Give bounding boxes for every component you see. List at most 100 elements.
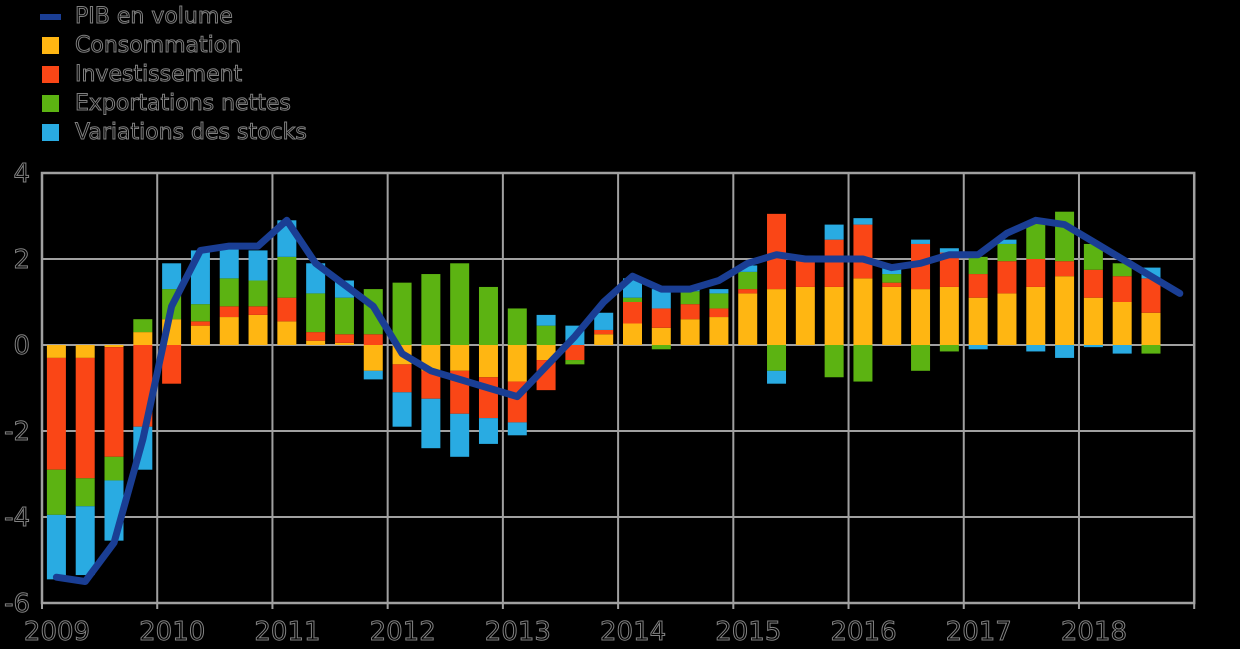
bar-segment-investissement	[853, 224, 873, 279]
bar-segment-variations-stocks	[709, 289, 729, 294]
bar-segment-variations-stocks	[1083, 345, 1103, 348]
bar-segment-investissement	[939, 252, 959, 287]
bar-segment-consommation	[1083, 297, 1103, 345]
bar-segment-consommation	[882, 286, 902, 345]
bar-segment-consommation	[306, 340, 326, 345]
bar-segment-exportations-nettes	[1055, 211, 1075, 262]
bar-segment-variations-stocks	[219, 246, 239, 279]
y-axis-label: 0	[13, 331, 30, 361]
bar-segment-consommation	[709, 317, 729, 345]
bar-segment-exportations-nettes	[450, 263, 470, 345]
bar-segment-investissement	[882, 282, 902, 287]
bar-segment-variations-stocks	[767, 370, 787, 384]
bar-segment-consommation	[738, 293, 758, 345]
bar-segment-investissement	[277, 297, 297, 322]
bar-segment-investissement	[997, 261, 1017, 294]
bar-segment-investissement	[1083, 269, 1103, 298]
x-axis-label: 2010	[139, 617, 205, 647]
bar-segment-exportations-nettes	[46, 469, 66, 515]
bar-segment-investissement	[968, 274, 988, 298]
bar-segment-consommation	[248, 314, 268, 345]
bar-segment-exportations-nettes	[1083, 243, 1103, 270]
bar-segment-consommation	[824, 286, 844, 345]
bar-segment-variations-stocks	[824, 224, 844, 240]
bar-segment-investissement	[392, 364, 412, 393]
bar-segment-consommation	[623, 323, 643, 345]
bar-segment-variations-stocks	[651, 289, 671, 309]
legend-label: PIB en volume	[75, 4, 234, 30]
bar-segment-consommation	[277, 321, 297, 345]
y-axis-label: 4	[13, 159, 30, 189]
bar-segment-exportations-nettes	[392, 282, 412, 345]
bar-segment-consommation	[651, 327, 671, 345]
bar-segment-exportations-nettes	[853, 345, 873, 382]
bar-segment-investissement	[565, 345, 585, 361]
legend-item-investissement: Investissement	[28, 60, 307, 89]
x-axis-label: 2011	[254, 617, 320, 647]
bar-segment-consommation	[911, 289, 931, 345]
bar-segment-exportations-nettes	[104, 456, 124, 481]
bar-segment-exportations-nettes	[536, 325, 556, 345]
bar-segment-variations-stocks	[1055, 345, 1075, 358]
bar-segment-exportations-nettes	[623, 297, 643, 302]
bar-segment-exportations-nettes	[738, 271, 758, 290]
bar-segment-investissement	[334, 334, 354, 343]
bar-segment-investissement	[306, 332, 326, 341]
legend: PIB en volume Consommation Investissement E…	[28, 2, 307, 147]
bar-segment-consommation	[680, 319, 700, 345]
bar-segment-variations-stocks	[1026, 345, 1046, 352]
bar-segment-exportations-nettes	[248, 280, 268, 307]
legend-item-variations-stocks: Variations des stocks	[28, 118, 307, 147]
bar-segment-exportations-nettes	[421, 274, 441, 345]
legend-item-consommation: Consommation	[28, 31, 307, 60]
bar-segment-consommation	[104, 345, 124, 348]
bar-segment-investissement	[75, 357, 95, 479]
bar-segment-consommation	[1112, 302, 1132, 345]
color-swatch-icon	[42, 124, 59, 141]
bar-segment-investissement	[46, 357, 66, 470]
bar-segment-investissement	[594, 329, 614, 335]
bar-segment-exportations-nettes	[1112, 263, 1132, 277]
bar-segment-consommation	[536, 345, 556, 361]
bar-segment-consommation	[853, 278, 873, 345]
bar-segment-consommation	[1055, 276, 1075, 345]
bar-segment-exportations-nettes	[306, 293, 326, 333]
x-axis-label: 2015	[715, 617, 781, 647]
line-swatch-icon	[40, 13, 61, 20]
bar-segment-variations-stocks	[536, 314, 556, 326]
bar-segment-variations-stocks	[1112, 345, 1132, 354]
bar-segment-variations-stocks	[968, 345, 988, 350]
bar-segment-investissement	[795, 259, 815, 287]
bar-segment-investissement	[1112, 276, 1132, 302]
bar-segment-variations-stocks	[75, 506, 95, 576]
bar-segment-consommation	[478, 345, 498, 378]
bar-segment-investissement	[190, 321, 210, 326]
bar-segment-consommation	[334, 342, 354, 345]
bar-segment-exportations-nettes	[75, 478, 95, 507]
bar-segment-variations-stocks	[594, 312, 614, 330]
bar-segment-consommation	[1141, 312, 1161, 345]
legend-label: Consommation	[74, 33, 242, 59]
bar-segment-exportations-nettes	[277, 256, 297, 298]
bar-segment-consommation	[1026, 286, 1046, 345]
bar-segment-investissement	[1026, 259, 1046, 287]
bar-segment-exportations-nettes	[565, 360, 585, 365]
bar-segment-variations-stocks	[421, 398, 441, 449]
bar-segment-consommation	[46, 345, 66, 358]
bar-segment-consommation	[190, 325, 210, 345]
legend-label: Exportations nettes	[75, 91, 292, 117]
bar-segment-variations-stocks	[162, 263, 182, 290]
bar-segment-consommation	[594, 334, 614, 345]
bar-segment-investissement	[1055, 261, 1075, 277]
bar-segment-investissement	[363, 334, 383, 345]
bar-segment-investissement	[421, 370, 441, 399]
legend-item-exportations-nettes: Exportations nettes	[28, 89, 307, 118]
bar-segment-consommation	[133, 332, 153, 345]
bar-segment-variations-stocks	[248, 250, 268, 281]
bar-segment-exportations-nettes	[334, 297, 354, 335]
plot-border	[40, 171, 1196, 605]
bar-segment-exportations-nettes	[709, 293, 729, 309]
bar-segment-exportations-nettes	[882, 274, 902, 283]
